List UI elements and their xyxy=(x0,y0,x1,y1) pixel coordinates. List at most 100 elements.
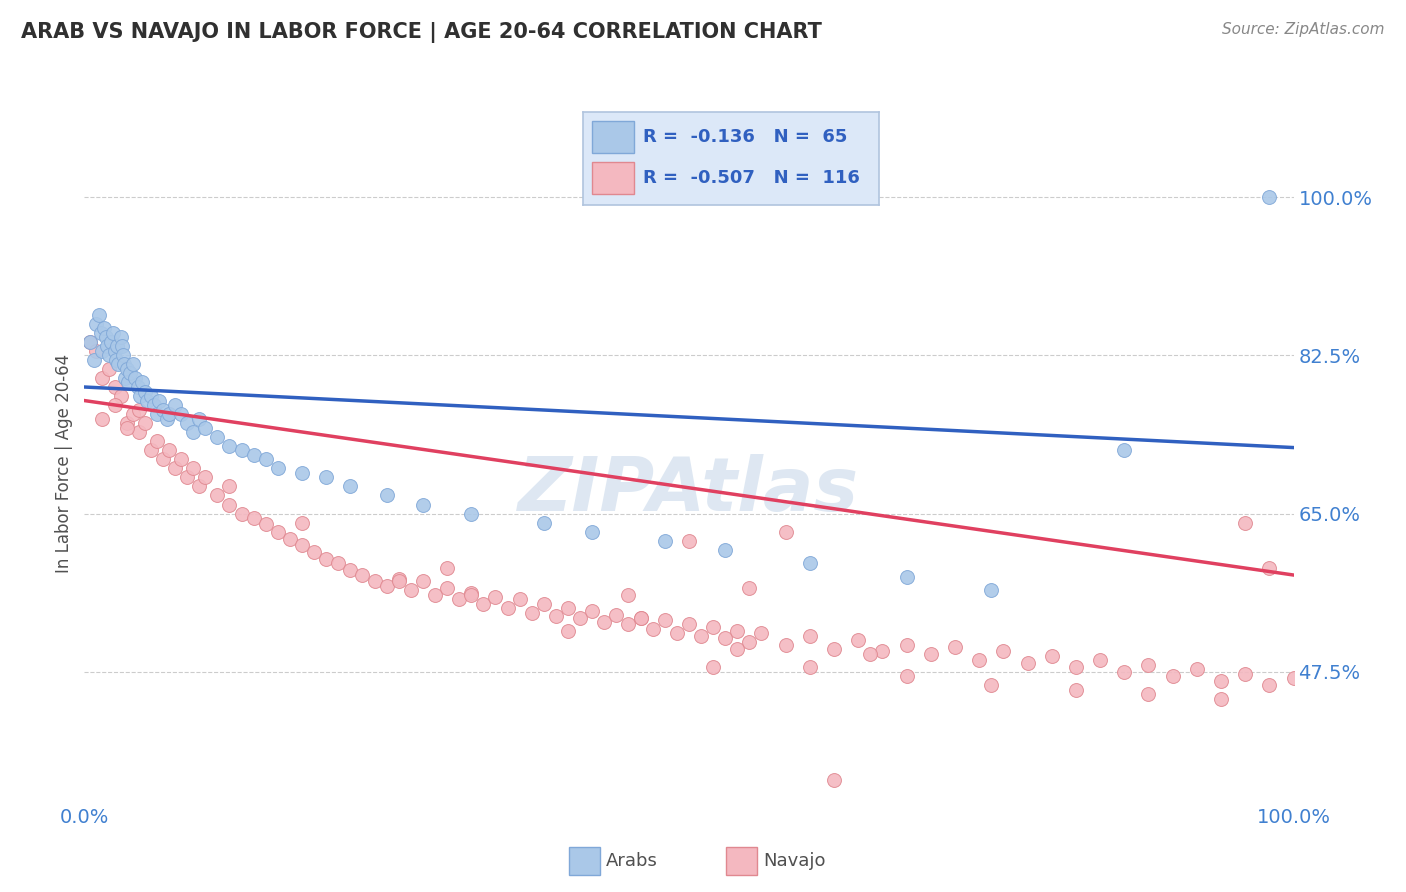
Point xyxy=(980,583,1002,598)
Point xyxy=(104,398,127,412)
Point xyxy=(114,371,136,385)
Point xyxy=(775,638,797,652)
Point xyxy=(254,452,277,467)
Point xyxy=(107,358,129,372)
Point xyxy=(1282,671,1305,685)
Point xyxy=(194,470,217,484)
Point xyxy=(121,358,143,372)
Point xyxy=(943,640,966,655)
Point xyxy=(207,430,229,444)
Point xyxy=(1161,669,1184,683)
Point xyxy=(920,647,942,661)
Text: Arabs: Arabs xyxy=(606,852,658,871)
Point xyxy=(725,624,748,638)
Point xyxy=(775,524,797,539)
Point xyxy=(1185,662,1208,676)
Point xyxy=(1258,561,1281,575)
Point xyxy=(678,616,700,631)
Point xyxy=(90,326,112,340)
Point xyxy=(436,561,458,575)
Point xyxy=(1258,190,1281,204)
Point xyxy=(375,579,398,593)
Point xyxy=(120,367,142,381)
Text: R =  -0.507   N =  116: R = -0.507 N = 116 xyxy=(643,169,859,187)
Point xyxy=(352,568,374,582)
Point xyxy=(436,581,458,595)
Point xyxy=(714,632,737,646)
Point xyxy=(641,622,664,636)
Point xyxy=(630,610,652,624)
Point xyxy=(328,556,350,570)
Point xyxy=(460,507,482,521)
Point xyxy=(111,339,134,353)
Point xyxy=(218,439,240,453)
Point xyxy=(605,607,627,622)
Point xyxy=(121,407,143,421)
Point xyxy=(533,597,555,611)
Point xyxy=(630,610,652,624)
Point xyxy=(143,398,166,412)
Point xyxy=(654,613,676,627)
Point xyxy=(1040,649,1063,664)
Y-axis label: In Labor Force | Age 20-64: In Labor Force | Age 20-64 xyxy=(55,354,73,574)
Point xyxy=(980,678,1002,692)
Point xyxy=(181,425,204,440)
Point xyxy=(859,647,882,661)
Point xyxy=(872,644,894,658)
Point xyxy=(738,581,761,595)
Point xyxy=(339,479,361,493)
Point xyxy=(993,644,1015,658)
Point xyxy=(97,348,120,362)
Point xyxy=(242,448,264,462)
Point xyxy=(1137,658,1160,673)
Point xyxy=(188,411,211,425)
Point xyxy=(423,588,446,602)
Point xyxy=(581,604,603,618)
Point xyxy=(1209,691,1232,706)
Point xyxy=(617,616,640,631)
Point xyxy=(128,402,150,417)
Point xyxy=(1258,678,1281,692)
Point xyxy=(115,362,138,376)
Point xyxy=(124,371,146,385)
Point xyxy=(139,389,162,403)
Point xyxy=(315,551,337,566)
Point xyxy=(128,425,150,440)
Point xyxy=(617,588,640,602)
Point xyxy=(896,570,918,584)
Point xyxy=(460,586,482,600)
Point xyxy=(131,376,153,390)
Point xyxy=(194,420,217,434)
Point xyxy=(163,398,186,412)
Point xyxy=(339,563,361,577)
Point xyxy=(799,556,821,570)
Point xyxy=(702,619,724,633)
Point xyxy=(593,615,616,629)
Point xyxy=(725,642,748,657)
Point xyxy=(388,574,411,589)
Point xyxy=(544,608,567,623)
Point xyxy=(100,334,122,349)
Point xyxy=(846,633,869,648)
Point xyxy=(291,538,314,552)
Point xyxy=(267,461,290,475)
Point xyxy=(176,470,198,484)
Point xyxy=(509,592,531,607)
Point xyxy=(146,407,169,421)
Point xyxy=(110,389,132,403)
Point xyxy=(134,416,156,430)
Point xyxy=(207,488,229,502)
Point xyxy=(254,517,277,532)
Point xyxy=(127,380,149,394)
Point xyxy=(1114,665,1136,679)
Point xyxy=(97,362,120,376)
Point xyxy=(91,343,114,358)
Point xyxy=(449,592,471,607)
Bar xyxy=(568,847,599,875)
Point xyxy=(665,625,688,640)
Point xyxy=(1234,667,1257,681)
Point xyxy=(412,574,434,589)
Point xyxy=(1114,443,1136,458)
Point xyxy=(152,402,174,417)
Point xyxy=(87,308,110,322)
